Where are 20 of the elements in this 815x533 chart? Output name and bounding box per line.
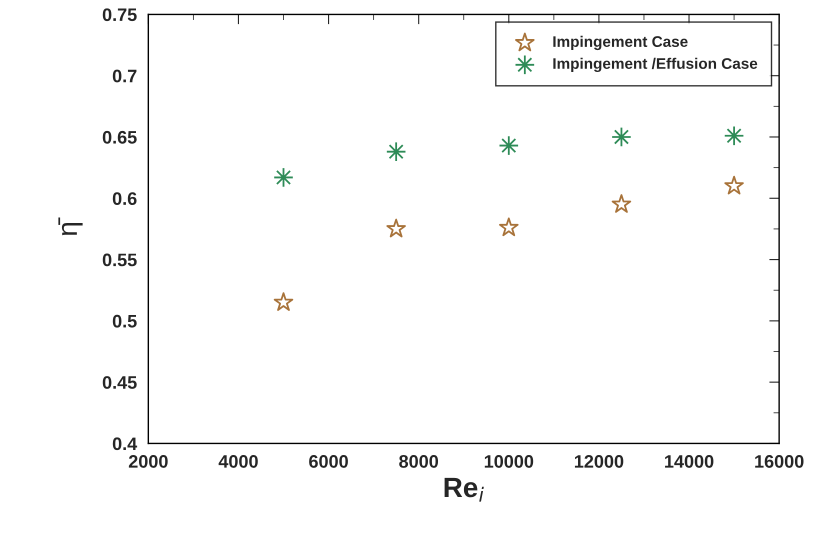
y-tick-label: 0.55 [102, 254, 137, 266]
x-tick-label: 8000 [399, 455, 438, 468]
y-axis-title: η̄ [58, 217, 83, 236]
y-tick-label: 0.4 [112, 437, 138, 450]
x-tick-label: 2000 [128, 455, 168, 468]
legend-label: Impingement /Effusion Case [553, 58, 758, 72]
x-tick-label: 16000 [755, 455, 804, 468]
y-tick-label: 0.6 [112, 192, 137, 205]
y-tick-label: 0.45 [102, 376, 137, 389]
x-tick-label: 14000 [665, 455, 714, 468]
y-tick-label: 0.65 [102, 130, 137, 144]
x-tick-label: 6000 [309, 455, 348, 468]
y-tick-label: 0.7 [112, 70, 136, 82]
x-tick-label: 10000 [484, 455, 534, 468]
x-tick-label: 12000 [574, 455, 624, 468]
y-tick-label: 0.75 [102, 8, 137, 22]
x-axis-title: Re$_{i}$ [444, 478, 484, 502]
legend-label: Impingement Case [553, 36, 688, 50]
x-tick-label: 4000 [218, 455, 258, 468]
y-tick-label: 0.5 [112, 314, 137, 328]
